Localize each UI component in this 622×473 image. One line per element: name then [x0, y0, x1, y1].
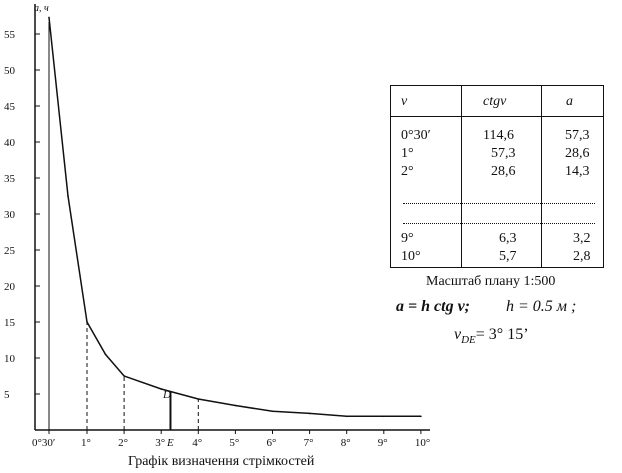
x-tick-label: 7° — [304, 437, 314, 449]
data-point — [197, 398, 200, 400]
values-table: ν ctgν a 0°30′ 114,6 57,3 1° 57,3 28,6 2… — [390, 85, 604, 268]
x-tick-label: 9° — [378, 437, 388, 449]
y-tick-label: 10 — [4, 353, 16, 365]
table-cell: 2° — [401, 164, 414, 179]
x-tick-label: 3° — [155, 437, 165, 449]
y-tick-label: 5 — [4, 389, 10, 401]
data-point — [160, 388, 162, 390]
data-point — [86, 321, 88, 323]
x-tick-label: 2° — [118, 437, 128, 449]
table-cell: 0°30′ — [401, 128, 431, 143]
y-tick-label: 15 — [4, 317, 16, 329]
y-tick-label: 50 — [4, 65, 16, 77]
table-cell: 5,7 — [499, 249, 517, 264]
data-point — [104, 353, 107, 356]
formula-a: a = h ctg ν; — [396, 298, 470, 315]
x-tick-label: 5° — [229, 437, 239, 449]
table-dotted-separator — [403, 223, 595, 224]
data-point — [271, 410, 274, 413]
y-axis-label: а, ч — [34, 3, 49, 14]
plan-scale-note: Масштаб плану 1:500 — [426, 274, 556, 289]
data-point — [420, 415, 422, 418]
y-tick-label: 30 — [4, 209, 16, 221]
table-cell: 1° — [401, 146, 414, 161]
table-header-divider — [391, 116, 603, 117]
x-tick-label: 6° — [267, 437, 277, 449]
table-header-nu: ν — [401, 94, 408, 109]
formula-h: h = 0.5 м ; — [506, 298, 577, 315]
table-cell: 3,2 — [573, 231, 591, 246]
data-point — [383, 415, 385, 418]
data-point — [48, 16, 50, 19]
table-col-divider — [541, 86, 542, 267]
table-cell: 57,3 — [491, 146, 516, 161]
formula-nu: νDE= 3° 15’ — [454, 326, 529, 346]
annotation-D: D — [162, 389, 171, 401]
x-tick-label: 0°30′ — [32, 437, 55, 449]
table-col-divider — [461, 86, 462, 267]
table-cell: 6,3 — [499, 231, 517, 246]
x-tick-label: 4° — [192, 437, 202, 449]
data-point — [345, 415, 348, 418]
data-point — [67, 195, 69, 197]
y-tick-label: 20 — [4, 281, 16, 293]
annotation-E: E — [166, 437, 174, 449]
data-point — [234, 404, 237, 407]
table-cell: 10° — [401, 249, 421, 264]
table-cell: 57,3 — [565, 128, 590, 143]
x-tick-label: 1° — [81, 437, 91, 449]
y-tick-label: 35 — [4, 173, 16, 185]
table-cell: 28,6 — [491, 164, 516, 179]
formula-nu-subscript: DE — [461, 334, 476, 347]
table-header-ctg: ctgν — [483, 94, 507, 109]
x-tick-label: 8° — [341, 437, 351, 449]
table-cell: 14,3 — [565, 164, 590, 179]
x-tick-label: 10° — [415, 437, 430, 449]
y-tick-label: 45 — [4, 101, 16, 113]
chart-caption: Графік визначення стрімкостей — [128, 454, 315, 469]
formula-line: a = h ctg ν; h = 0.5 м ; — [396, 298, 576, 316]
data-point — [308, 412, 311, 415]
table-cell: 2,8 — [573, 249, 591, 264]
table-cell: 9° — [401, 231, 414, 246]
table-header-a: a — [566, 94, 573, 109]
table-cell: 114,6 — [483, 128, 514, 143]
table-cell: 28,6 — [565, 146, 590, 161]
formula-nu-value: = 3° 15’ — [475, 326, 529, 343]
data-point — [123, 375, 125, 377]
y-tick-label: 55 — [4, 29, 16, 41]
formula-nu-symbol: ν — [454, 326, 462, 343]
y-tick-label: 25 — [4, 245, 16, 257]
table-dotted-separator — [403, 203, 595, 204]
y-tick-label: 40 — [4, 137, 16, 149]
series-line — [48, 17, 421, 418]
